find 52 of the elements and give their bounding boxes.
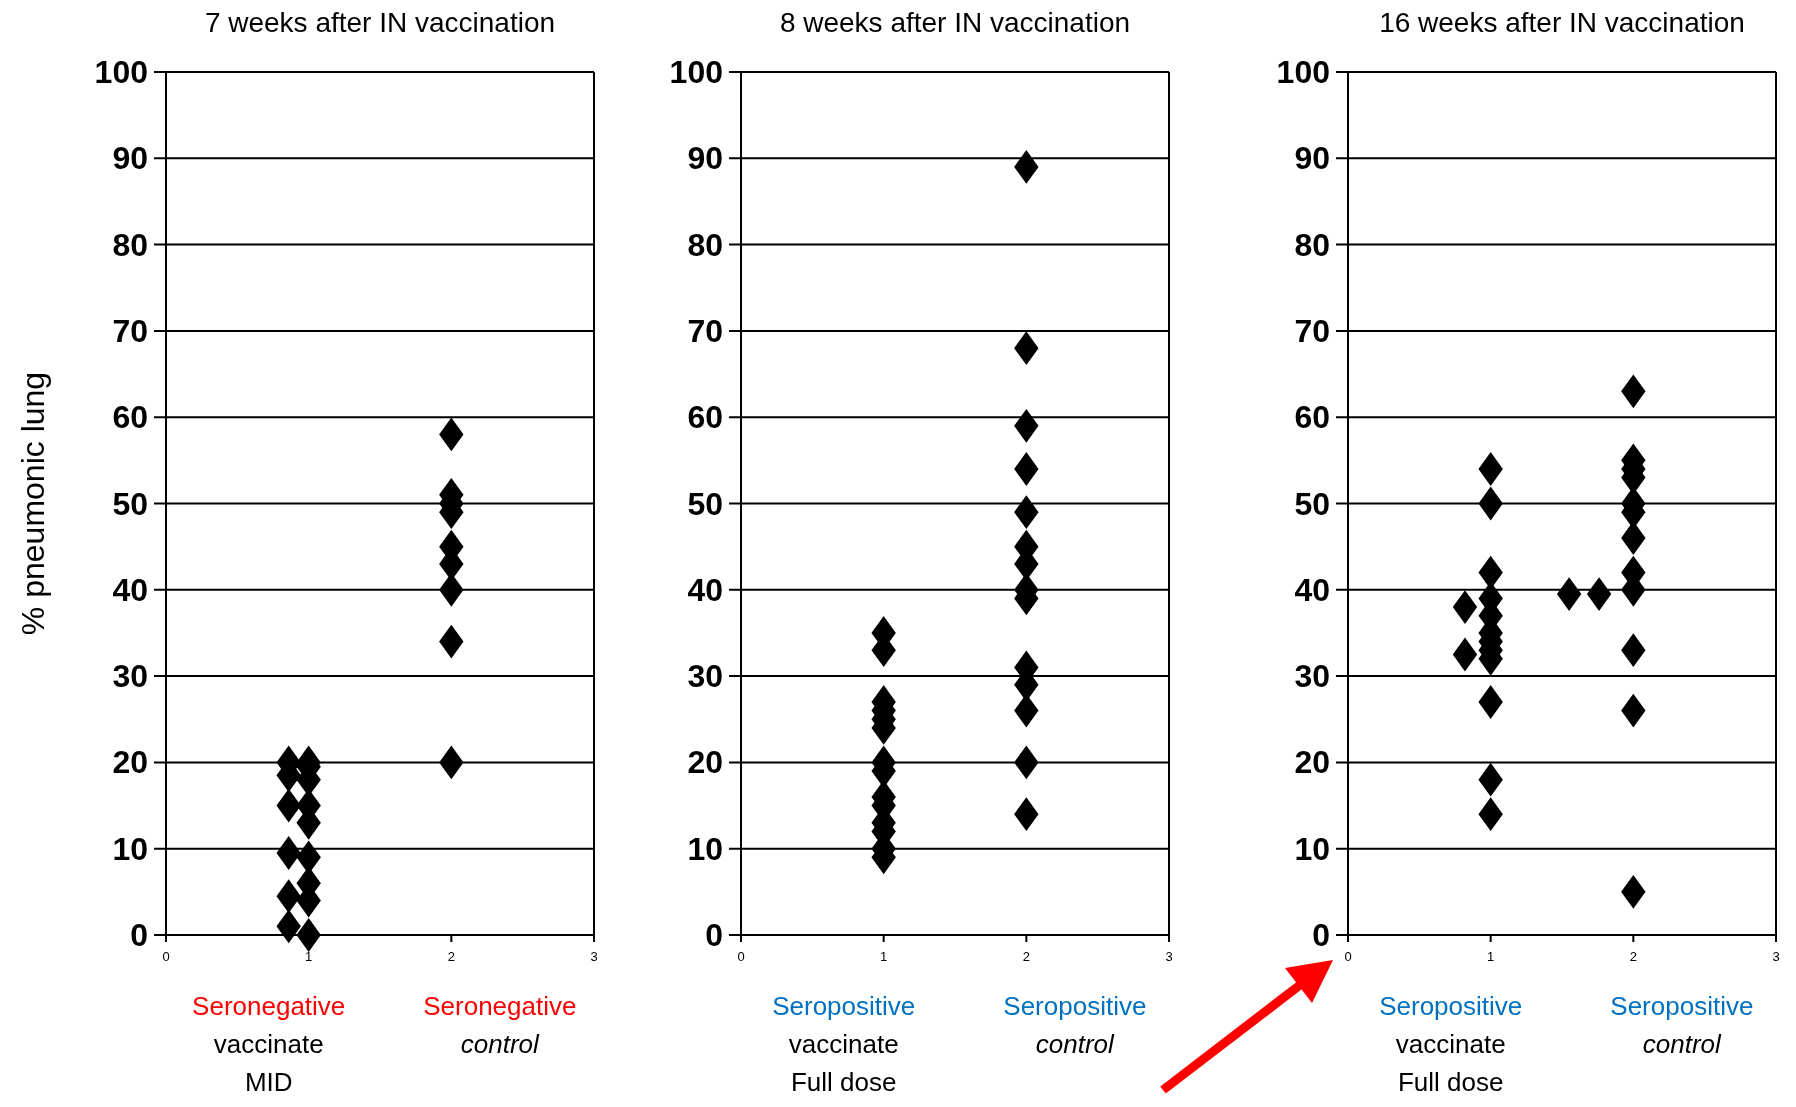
x-tick-label: 2: [1022, 949, 1030, 964]
chart-title: 7 weeks after IN vaccination: [204, 7, 556, 38]
x-tick-label: 3: [1772, 949, 1780, 964]
y-tick-label: 100: [669, 54, 723, 90]
y-tick-label: 80: [1294, 226, 1330, 263]
x-tick-label: 1: [305, 949, 313, 964]
y-tick-label: 10: [112, 830, 148, 867]
y-tick-label: 40: [1294, 571, 1330, 608]
y-tick-label: 100: [1276, 54, 1330, 90]
y-tick-label: 10: [687, 830, 723, 867]
y-tick-label: 70: [687, 312, 723, 349]
y-axis-title: % pneumonic lung: [15, 371, 51, 636]
y-tick-label: 100: [94, 54, 148, 90]
text: Seropositive vaccinate Full dose: [772, 991, 916, 1097]
text: Seropositive control: [1610, 991, 1754, 1059]
y-tick-label: 90: [1294, 140, 1330, 177]
y-tick-label: 30: [112, 658, 148, 695]
y-tick-label: 30: [1294, 658, 1330, 695]
x-tick-label: 1: [1487, 949, 1495, 964]
y-tick-label: 20: [112, 744, 148, 781]
y-tick-label: 40: [112, 571, 148, 608]
x-tick-label: 0: [1344, 949, 1352, 964]
y-tick-label: 50: [1294, 485, 1330, 522]
y-tick-label: 30: [687, 658, 723, 695]
x-tick-label: 2: [447, 949, 455, 964]
y-tick-label: 60: [687, 399, 723, 436]
x-tick-label: 3: [590, 949, 598, 964]
x-tick-label: 2: [1629, 949, 1637, 964]
x-tick-label: 3: [1165, 949, 1173, 964]
x-tick-label: 1: [880, 949, 888, 964]
y-tick-label: 50: [112, 485, 148, 522]
y-tick-label: 10: [1294, 830, 1330, 867]
y-tick-label: 90: [687, 140, 723, 177]
text: Seronegative control: [423, 991, 577, 1059]
x-tick-label: 0: [737, 949, 745, 964]
y-tick-label: 80: [112, 226, 148, 263]
y-tick-label: 90: [112, 140, 148, 177]
y-tick-label: 70: [112, 312, 148, 349]
y-tick-label: 70: [1294, 312, 1330, 349]
y-tick-label: 20: [687, 744, 723, 781]
y-tick-label: 60: [1294, 399, 1330, 436]
chart-title: 16 weeks after IN vaccination: [1379, 7, 1745, 38]
text: Seropositive control: [1003, 991, 1147, 1059]
text: Seronegative vaccinate MID: [192, 991, 346, 1097]
x-tick-label: 0: [162, 949, 170, 964]
y-tick-label: 60: [112, 399, 148, 436]
y-tick-label: 80: [687, 226, 723, 263]
y-tick-label: 40: [687, 571, 723, 608]
text: Seropositive vaccinate Full dose: [1379, 991, 1523, 1097]
y-tick-label: 20: [1294, 744, 1330, 781]
chart-title: 8 weeks after IN vaccination: [779, 7, 1131, 38]
y-tick-label: 50: [687, 485, 723, 522]
